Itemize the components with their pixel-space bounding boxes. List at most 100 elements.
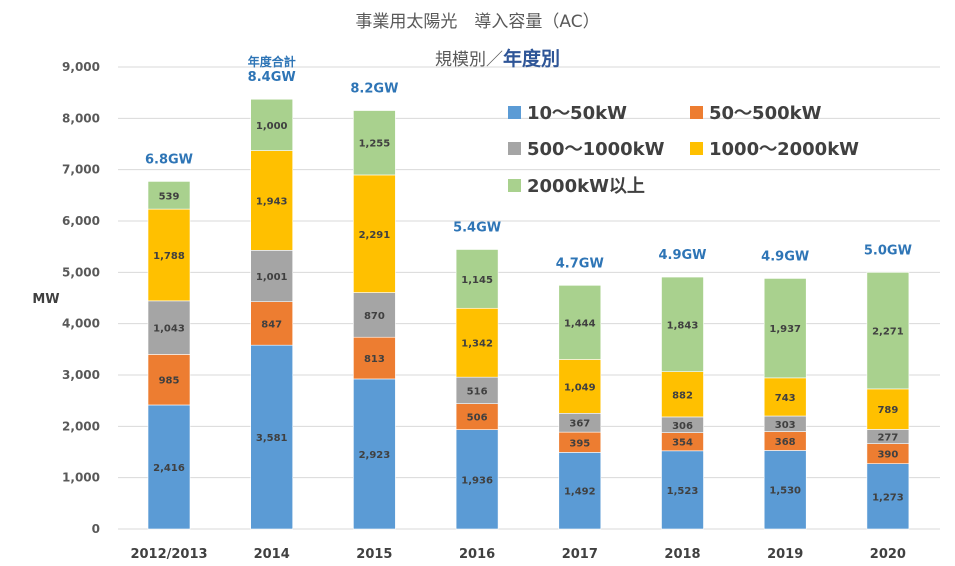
y-tick-label: 4,000	[62, 317, 100, 331]
data-label: 1,943	[256, 196, 288, 207]
legend-swatch	[508, 141, 521, 155]
total-annotation: 年度合計	[248, 54, 296, 69]
data-label: 1,049	[564, 382, 596, 393]
y-tick-label: 2,000	[62, 419, 100, 433]
data-label: 354	[672, 438, 693, 449]
y-tick-label: 7,000	[62, 163, 100, 177]
x-tick-label: 2020	[870, 547, 906, 562]
data-label: 2,416	[153, 463, 185, 474]
bar-segment	[147, 300, 191, 355]
legend-label: 500～1000kW	[527, 139, 665, 160]
y-tick-label: 8,000	[62, 111, 100, 125]
bar-segment	[353, 336, 396, 380]
bar-segment	[455, 429, 499, 530]
data-label: 516	[467, 386, 488, 397]
bar-segment	[353, 292, 396, 338]
bar-segment	[147, 181, 191, 210]
total-label: 4.9GW	[658, 248, 706, 263]
data-label: 1,492	[564, 487, 596, 498]
data-label: 789	[877, 405, 898, 416]
bar-segment	[147, 354, 191, 406]
data-label: 1,001	[256, 272, 288, 283]
chart-subtitle: 規模別／年度別	[0, 44, 955, 71]
data-label: 1,937	[769, 324, 801, 335]
legend-label: 50～500kW	[709, 103, 822, 124]
data-label: 1,788	[153, 251, 185, 262]
legend-label: 10～50kW	[527, 103, 627, 124]
data-label: 306	[672, 421, 693, 432]
data-label: 539	[159, 191, 180, 202]
total-label: 8.2GW	[350, 82, 398, 97]
x-tick-label: 2019	[767, 547, 803, 562]
total-label: 8.4GW	[248, 70, 296, 85]
data-label: 367	[569, 419, 590, 430]
bar-segment	[147, 404, 191, 530]
total-label: 4.7GW	[556, 256, 604, 271]
data-label: 2,291	[359, 230, 391, 241]
chart-title: 事業用太陽光 導入容量（AC）	[355, 12, 600, 32]
y-tick-label: 6,000	[62, 214, 100, 228]
legend-item: 50～500kW	[690, 99, 821, 125]
bar-segment	[661, 450, 704, 530]
y-tick-label: 0	[92, 522, 100, 536]
data-label: 1,145	[461, 275, 493, 286]
bar-segment	[558, 452, 602, 530]
legend-swatch	[690, 105, 703, 119]
legend-label: 1000～2000kW	[709, 139, 860, 160]
x-tick-label: 2018	[664, 547, 700, 562]
legend-label: 2000kW以上	[527, 176, 645, 197]
data-label: 985	[159, 376, 180, 387]
legend-item: 1000～2000kW	[690, 135, 859, 161]
y-axis-label: MW	[32, 292, 59, 307]
data-label: 2,923	[359, 450, 391, 461]
x-tick-label: 2012/2013	[130, 547, 207, 562]
data-label: 506	[467, 413, 488, 424]
total-label: 6.8GW	[145, 152, 193, 167]
subtitle-emphasis: 年度別	[502, 48, 560, 70]
bar-segment	[353, 378, 396, 530]
y-tick-label: 1,000	[62, 471, 100, 485]
bar-segment	[250, 301, 293, 346]
data-label: 1,523	[667, 486, 699, 497]
data-label: 1,530	[769, 486, 801, 497]
data-label: 1,936	[461, 475, 493, 486]
bar-segment	[455, 307, 499, 378]
data-label: 3,581	[256, 433, 288, 444]
x-tick-label: 2015	[356, 547, 392, 562]
bar-segment	[353, 110, 396, 176]
y-tick-label: 9,000	[62, 60, 100, 74]
bar-segment	[455, 249, 499, 309]
data-label: 395	[569, 438, 590, 449]
bar-segment	[763, 278, 807, 379]
legend-item: 500～1000kW	[508, 135, 665, 161]
bar-segment	[353, 174, 396, 293]
bar-segment	[250, 150, 293, 251]
data-label: 368	[775, 437, 796, 448]
data-label: 1,444	[564, 318, 596, 329]
data-label: 743	[775, 393, 796, 404]
data-label: 1,043	[153, 324, 185, 335]
data-label: 813	[364, 354, 385, 365]
data-label: 1,255	[359, 139, 391, 150]
legend-swatch	[690, 141, 703, 155]
data-label: 1,273	[872, 492, 904, 503]
data-label: 870	[364, 311, 385, 322]
bar-segment	[661, 276, 704, 372]
bar-segment	[866, 272, 910, 390]
total-label: 5.0GW	[864, 243, 912, 258]
y-tick-label: 3,000	[62, 368, 100, 382]
bar-segment	[866, 388, 910, 430]
bar-segment	[763, 377, 807, 417]
bar-segment	[558, 359, 602, 414]
x-tick-label: 2017	[562, 547, 598, 562]
data-label: 1,342	[461, 339, 493, 350]
bar-segment	[147, 208, 191, 302]
data-label: 277	[877, 433, 898, 444]
data-label: 390	[877, 450, 898, 461]
y-tick-label: 5,000	[62, 265, 100, 279]
total-label: 5.4GW	[453, 220, 501, 235]
data-label: 882	[672, 390, 693, 401]
bar-segment	[250, 98, 293, 151]
bar-segment	[763, 450, 807, 530]
